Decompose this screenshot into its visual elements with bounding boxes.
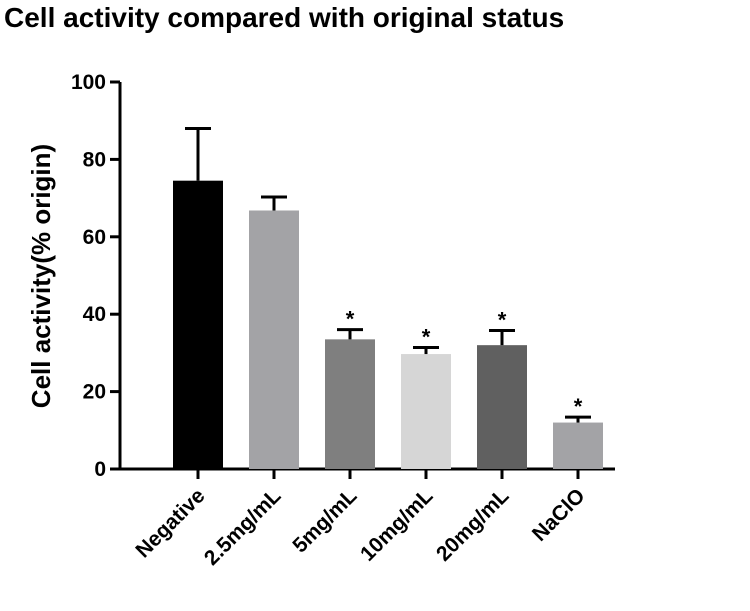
bar (553, 422, 603, 469)
significance-asterisk: * (422, 324, 431, 349)
significance-asterisk: * (574, 394, 583, 419)
y-tick-label: 20 (83, 381, 106, 404)
x-tick-label: 5mg/mL (288, 484, 361, 557)
bars (173, 180, 603, 469)
y-tick-label: 80 (83, 148, 106, 171)
significance-asterisk: * (498, 307, 507, 332)
significance-asterisk: * (346, 307, 355, 332)
significance-markers: * * * * (346, 307, 583, 419)
x-tick-label: 2.5mg/mL (200, 484, 286, 570)
x-tick-label: Negative (131, 484, 209, 562)
error-bars (185, 126, 591, 423)
y-tick-label: 100 (71, 71, 106, 94)
y-tick-label: 0 (94, 458, 106, 481)
chart-title: Cell activity compared with original sta… (4, 2, 565, 33)
y-axis-label: Cell activity(% origin) (26, 144, 56, 408)
bar (477, 345, 527, 469)
bar (325, 339, 375, 469)
y-tick-label: 40 (83, 303, 106, 326)
x-tick-label: NaClO (528, 484, 590, 546)
bar (173, 180, 223, 469)
x-tick-label: 10mg/mL (356, 484, 438, 566)
bar (401, 354, 451, 469)
bar (249, 210, 299, 469)
y-tick-label: 60 (83, 226, 106, 249)
x-tick-label: 20mg/mL (432, 484, 514, 566)
